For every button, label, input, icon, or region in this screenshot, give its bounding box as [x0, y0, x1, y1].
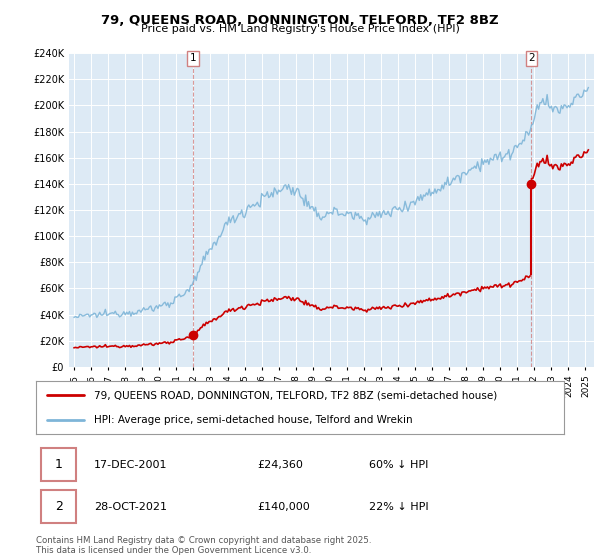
Text: This data is licensed under the Open Government Licence v3.0.: This data is licensed under the Open Gov… — [36, 546, 311, 555]
Text: 79, QUEENS ROAD, DONNINGTON, TELFORD, TF2 8BZ: 79, QUEENS ROAD, DONNINGTON, TELFORD, TF… — [101, 14, 499, 27]
Text: Price paid vs. HM Land Registry's House Price Index (HPI): Price paid vs. HM Land Registry's House … — [140, 24, 460, 34]
Text: £24,360: £24,360 — [258, 460, 304, 470]
Text: 28-OCT-2021: 28-OCT-2021 — [94, 502, 167, 512]
FancyBboxPatch shape — [41, 491, 76, 523]
Text: 17-DEC-2001: 17-DEC-2001 — [94, 460, 167, 470]
Text: 1: 1 — [55, 458, 62, 472]
Text: 2: 2 — [55, 500, 62, 514]
Text: £140,000: £140,000 — [258, 502, 311, 512]
Text: HPI: Average price, semi-detached house, Telford and Wrekin: HPI: Average price, semi-detached house,… — [94, 414, 413, 424]
Text: 22% ↓ HPI: 22% ↓ HPI — [368, 502, 428, 512]
Text: 79, QUEENS ROAD, DONNINGTON, TELFORD, TF2 8BZ (semi-detached house): 79, QUEENS ROAD, DONNINGTON, TELFORD, TF… — [94, 390, 497, 400]
Text: Contains HM Land Registry data © Crown copyright and database right 2025.: Contains HM Land Registry data © Crown c… — [36, 536, 371, 545]
Text: 2: 2 — [528, 53, 535, 63]
FancyBboxPatch shape — [41, 449, 76, 481]
Text: 60% ↓ HPI: 60% ↓ HPI — [368, 460, 428, 470]
Text: 1: 1 — [190, 53, 196, 63]
